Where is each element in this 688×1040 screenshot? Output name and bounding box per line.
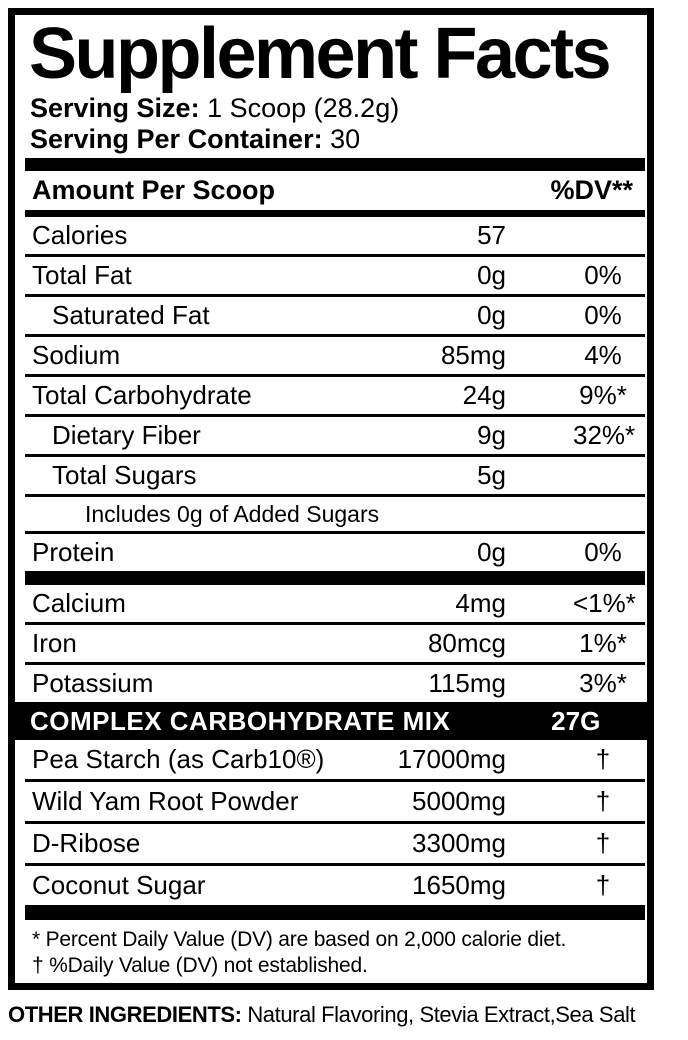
table-row: Pea Starch (as Carb10®) 17000mg † [25, 740, 645, 782]
nutrient-dv: 0% [584, 260, 622, 290]
nutrient-amount: 24g [462, 380, 506, 410]
main-nutrients-group: Calories 57 Total Fat 0g 0% Saturated Fa… [15, 217, 647, 571]
table-row: Includes 0g of Added Sugars [25, 497, 645, 534]
nutrient-dv: 4% [584, 340, 622, 370]
other-ingredients-line: OTHER INGREDIENTS: Natural Flavoring, St… [8, 1002, 636, 1028]
nutrient-name: Dietary Fiber [52, 420, 201, 450]
nutrient-name: Calories [32, 220, 128, 250]
nutrient-amount: 0g [477, 260, 506, 290]
other-ingredients-value: Natural Flavoring, Stevia Extract,Sea Sa… [247, 1002, 636, 1027]
servings-per-container-line: Serving Per Container: 30 [30, 124, 647, 155]
nutrient-dv: † [595, 828, 611, 858]
separator-bar-top [25, 158, 645, 171]
nutrient-amount: 3300mg [412, 828, 506, 858]
nutrient-dv: 3%* [579, 668, 627, 698]
nutrient-amount: 0g [477, 300, 506, 330]
nutrient-name: Includes 0g of Added Sugars [85, 500, 380, 527]
mix-section-amount: 27G [551, 705, 601, 736]
nutrient-name: D-Ribose [32, 828, 141, 858]
table-row: Calcium 4mg <1%* [25, 585, 645, 625]
table-row: Calories 57 [25, 217, 645, 257]
nutrient-dv: † [595, 870, 611, 900]
amount-column-header: Amount Per Scoop [32, 175, 276, 205]
nutrient-amount: 17000mg [397, 744, 506, 774]
supplement-facts-panel: Supplement Facts Serving Size: 1 Scoop (… [8, 8, 654, 990]
other-ingredients-label: OTHER INGREDIENTS: [8, 1002, 242, 1027]
footnote-dv-basis: * Percent Daily Value (DV) are based on … [32, 928, 567, 951]
nutrient-dv: <1%* [573, 588, 636, 618]
nutrient-dv: † [595, 786, 611, 816]
footnote-dv-not-established: † %Daily Value (DV) not established. [32, 954, 368, 977]
nutrient-amount: 80mcg [427, 628, 506, 658]
separator-bar-header [25, 210, 645, 217]
nutrient-amount: 85mg [440, 340, 506, 370]
separator-bar-footnotes [25, 905, 645, 920]
table-row: Iron 80mcg 1%* [25, 625, 645, 665]
serving-size-label: Serving Size: [30, 93, 200, 123]
nutrient-amount: 57 [477, 220, 506, 250]
footnotes: * Percent Daily Value (DV) are based on … [32, 927, 635, 979]
nutrient-amount: 5000mg [412, 786, 506, 816]
nutrient-name: Saturated Fat [52, 300, 210, 330]
nutrient-name: Pea Starch (as Carb10®) [32, 744, 325, 774]
table-row: Wild Yam Root Powder 5000mg † [25, 782, 645, 824]
mineral-rows-group: Calcium 4mg <1%* Iron 80mcg 1%* Potassiu… [15, 585, 647, 702]
nutrient-amount: 115mg [428, 668, 506, 698]
dv-column-header: %DV** [550, 175, 633, 205]
nutrient-amount: 5g [477, 460, 506, 490]
nutrient-dv: 9%* [579, 380, 627, 410]
nutrient-amount: 4mg [455, 588, 506, 618]
table-row: Potassium 115mg 3%* [25, 665, 645, 702]
nutrient-amount: 1650mg [412, 870, 506, 900]
mix-section-header: COMPLEX CARBOHYDRATE MIX 27G [15, 702, 647, 740]
nutrient-name: Protein [32, 537, 115, 567]
servings-per-container-value: 30 [330, 124, 361, 154]
table-row: Sodium 85mg 4% [25, 337, 645, 377]
table-row: Dietary Fiber 9g 32%* [25, 417, 645, 457]
table-row: Saturated Fat 0g 0% [25, 297, 645, 337]
table-row: D-Ribose 3300mg † [25, 824, 645, 866]
mix-ingredients-group: Pea Starch (as Carb10®) 17000mg † Wild Y… [15, 740, 647, 905]
nutrient-amount: 9g [477, 420, 506, 450]
nutrient-dv: 0% [584, 537, 622, 567]
panel-title: Supplement Facts [29, 14, 612, 94]
mix-section-title: COMPLEX CARBOHYDRATE MIX [30, 705, 451, 736]
servings-per-container-label: Serving Per Container: [30, 124, 323, 154]
nutrient-name: Potassium [32, 668, 154, 698]
nutrient-name: Total Fat [32, 260, 132, 290]
nutrient-dv: † [595, 744, 611, 774]
serving-size-value: 1 Scoop (28.2g) [207, 93, 400, 123]
separator-bar-minerals [25, 571, 645, 585]
nutrient-name: Coconut Sugar [32, 870, 206, 900]
table-row: Total Carbohydrate 24g 9%* [25, 377, 645, 417]
table-row: Coconut Sugar 1650mg † [25, 866, 645, 905]
serving-size-line: Serving Size: 1 Scoop (28.2g) [30, 93, 647, 124]
nutrient-dv: 0% [584, 300, 622, 330]
column-header-row: Amount Per Scoop %DV** [25, 171, 645, 210]
nutrient-name: Sodium [32, 340, 121, 370]
nutrient-dv: 1%* [579, 628, 627, 658]
nutrient-name: Wild Yam Root Powder [32, 786, 299, 816]
nutrient-name: Total Sugars [52, 460, 197, 490]
table-row: Protein 0g 0% [25, 534, 645, 571]
nutrient-name: Calcium [32, 588, 126, 618]
nutrient-amount: 0g [477, 537, 506, 567]
nutrient-name: Iron [32, 628, 77, 658]
table-row: Total Fat 0g 0% [25, 257, 645, 297]
nutrient-dv: 32%* [573, 420, 636, 450]
table-row: Total Sugars 5g [25, 457, 645, 497]
nutrient-name: Total Carbohydrate [32, 380, 252, 410]
